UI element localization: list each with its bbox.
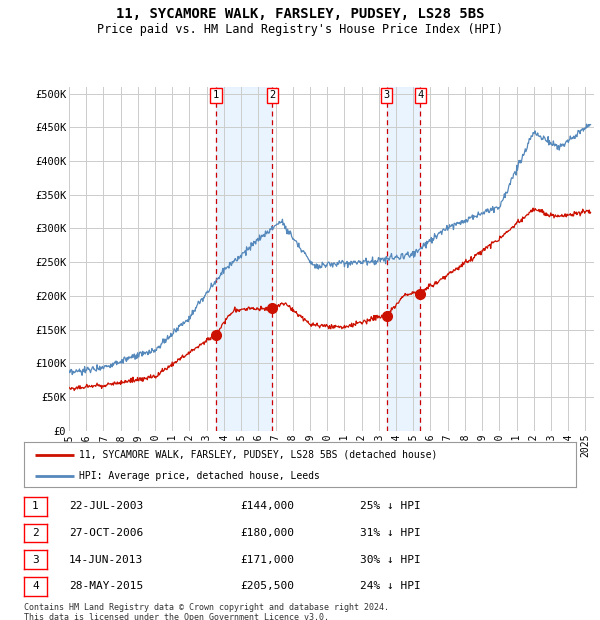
Text: 31% ↓ HPI: 31% ↓ HPI — [360, 528, 421, 538]
Text: £180,000: £180,000 — [240, 528, 294, 538]
Text: 3: 3 — [383, 91, 390, 100]
Text: 3: 3 — [32, 554, 39, 565]
Text: 14-JUN-2013: 14-JUN-2013 — [69, 554, 143, 565]
Text: 2: 2 — [32, 528, 39, 538]
Text: 30% ↓ HPI: 30% ↓ HPI — [360, 554, 421, 565]
Text: HPI: Average price, detached house, Leeds: HPI: Average price, detached house, Leed… — [79, 471, 320, 480]
Text: £144,000: £144,000 — [240, 501, 294, 512]
Text: 11, SYCAMORE WALK, FARSLEY, PUDSEY, LS28 5BS: 11, SYCAMORE WALK, FARSLEY, PUDSEY, LS28… — [116, 7, 484, 22]
Text: 4: 4 — [32, 581, 39, 591]
Text: Price paid vs. HM Land Registry's House Price Index (HPI): Price paid vs. HM Land Registry's House … — [97, 23, 503, 36]
Text: Contains HM Land Registry data © Crown copyright and database right 2024.
This d: Contains HM Land Registry data © Crown c… — [24, 603, 389, 620]
Bar — [386, 87, 421, 431]
Text: £171,000: £171,000 — [240, 554, 294, 565]
Text: 2: 2 — [269, 91, 275, 100]
Text: 28-MAY-2015: 28-MAY-2015 — [69, 581, 143, 591]
Text: 27-OCT-2006: 27-OCT-2006 — [69, 528, 143, 538]
Text: £205,500: £205,500 — [240, 581, 294, 591]
Text: 1: 1 — [213, 91, 219, 100]
Bar — [216, 87, 272, 431]
Text: 25% ↓ HPI: 25% ↓ HPI — [360, 501, 421, 512]
Text: 1: 1 — [32, 501, 39, 512]
Text: 11, SYCAMORE WALK, FARSLEY, PUDSEY, LS28 5BS (detached house): 11, SYCAMORE WALK, FARSLEY, PUDSEY, LS28… — [79, 450, 437, 459]
Text: 24% ↓ HPI: 24% ↓ HPI — [360, 581, 421, 591]
Text: 4: 4 — [417, 91, 424, 100]
Text: 22-JUL-2003: 22-JUL-2003 — [69, 501, 143, 512]
